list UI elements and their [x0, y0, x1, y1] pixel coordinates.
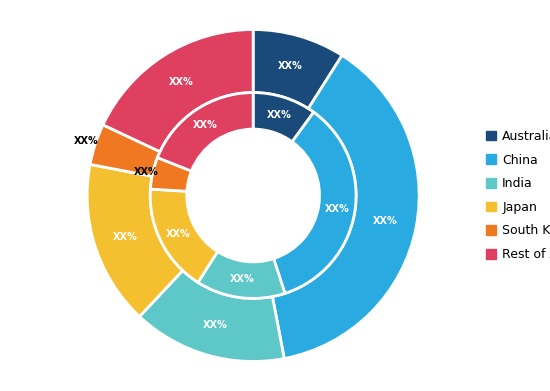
Text: XX%: XX%	[278, 61, 303, 72]
Text: XX%: XX%	[267, 110, 292, 120]
Wedge shape	[151, 158, 191, 191]
Wedge shape	[150, 189, 218, 282]
Wedge shape	[253, 29, 342, 109]
Text: XX%: XX%	[134, 167, 158, 177]
Text: XX%: XX%	[166, 229, 190, 239]
Legend: Australia, China, India, Japan, South Korea, Rest of APAC: Australia, China, India, Japan, South Ko…	[481, 125, 550, 266]
Wedge shape	[103, 29, 253, 152]
Text: XX%: XX%	[324, 204, 349, 214]
Text: XX%: XX%	[169, 77, 194, 87]
Wedge shape	[198, 251, 285, 298]
Text: XX%: XX%	[373, 216, 398, 226]
Wedge shape	[274, 112, 356, 293]
Wedge shape	[272, 56, 419, 359]
Wedge shape	[90, 125, 160, 176]
Text: XX%: XX%	[113, 232, 138, 242]
Wedge shape	[253, 93, 313, 142]
Text: XX%: XX%	[204, 319, 228, 330]
Text: XX%: XX%	[74, 136, 98, 146]
Wedge shape	[157, 93, 253, 171]
Wedge shape	[87, 164, 183, 316]
Wedge shape	[140, 271, 284, 362]
Text: XX%: XX%	[193, 120, 218, 131]
Text: XX%: XX%	[230, 274, 255, 285]
